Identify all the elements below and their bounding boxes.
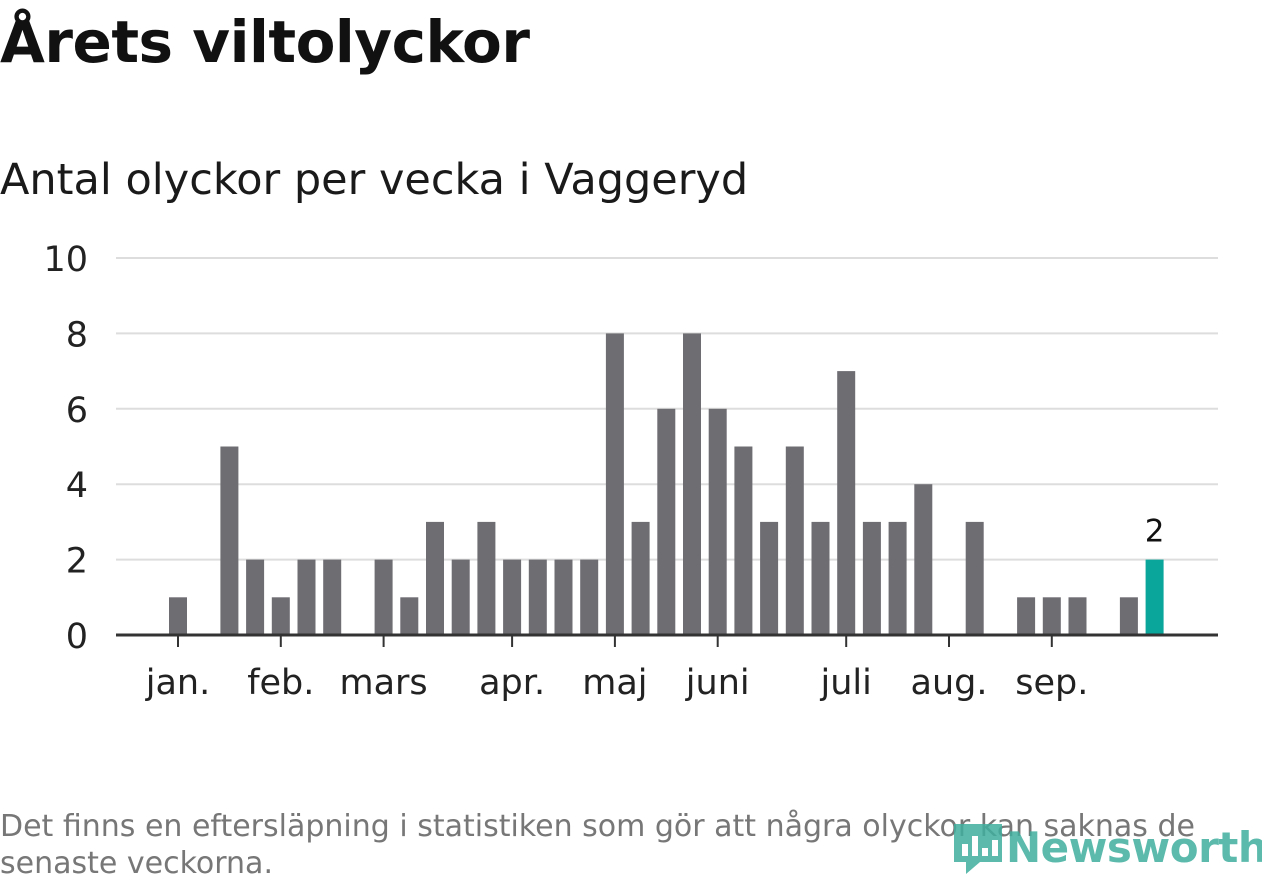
bar <box>760 521 779 635</box>
bar <box>554 559 573 635</box>
bar <box>1017 597 1036 635</box>
bar <box>837 371 856 635</box>
bar <box>734 446 753 635</box>
bar <box>862 521 881 635</box>
bar <box>657 408 676 635</box>
x-tick-label: aug. <box>911 663 988 703</box>
bar <box>914 484 933 635</box>
bar <box>580 559 599 635</box>
y-tick-label: 2 <box>66 542 88 582</box>
bar <box>374 559 393 635</box>
bar <box>888 521 907 635</box>
x-tick-label: jan. <box>145 663 210 703</box>
x-tick-label: feb. <box>247 663 314 703</box>
bar <box>477 521 496 635</box>
newsworthy-logo-icon <box>954 824 1002 874</box>
bar <box>503 559 522 635</box>
y-tick-label: 10 <box>43 240 88 280</box>
data-label: 2 <box>1145 514 1165 550</box>
x-tick-label: apr. <box>479 663 545 703</box>
y-tick-label: 8 <box>66 315 88 355</box>
bar <box>246 559 265 635</box>
y-tick-label: 4 <box>66 466 88 506</box>
y-tick-label: 6 <box>66 391 88 431</box>
bar <box>1119 597 1138 635</box>
bar <box>605 333 624 635</box>
bar <box>528 559 547 635</box>
x-tick-label: sep. <box>1015 663 1088 703</box>
y-tick-label: 0 <box>66 617 88 657</box>
bar <box>683 333 701 635</box>
logo-wordmark: Newsworthy <box>1006 822 1262 872</box>
bar-highlight <box>1145 559 1164 635</box>
x-tick-label: maj <box>582 663 647 703</box>
bar <box>811 521 830 635</box>
bar <box>965 521 984 635</box>
bar <box>631 521 650 635</box>
chart-title: Årets viltolyckor <box>0 8 530 76</box>
bar <box>323 559 342 635</box>
newsworthy-logo: Newsworthy <box>950 818 1262 876</box>
bar <box>451 559 470 635</box>
bar <box>400 597 419 635</box>
bar <box>785 446 804 635</box>
bar <box>426 521 444 635</box>
x-tick-label: juli <box>820 663 872 703</box>
bar <box>271 597 290 635</box>
x-tick-label: juni <box>685 663 750 703</box>
bar <box>297 559 316 635</box>
chart-subtitle: Antal olyckor per vecka i Vaggeryd <box>0 155 749 205</box>
bar <box>1068 597 1087 635</box>
x-tick-label: mars <box>340 663 428 703</box>
bar <box>708 408 727 635</box>
bar <box>1042 597 1061 635</box>
bar <box>169 597 187 635</box>
bar <box>220 446 239 635</box>
